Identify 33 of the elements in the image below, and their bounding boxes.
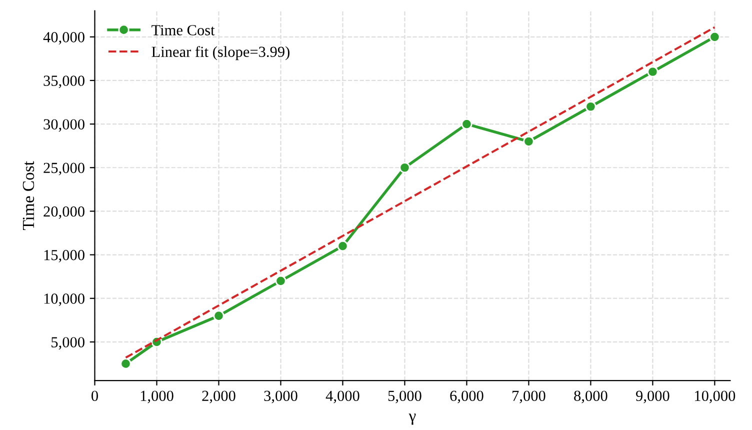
y-tick-label: 5,000 (52, 337, 84, 350)
x-tick-label: 10,000 (695, 390, 736, 404)
x-tick-label: 8,000 (574, 390, 608, 404)
x-axis-title: γ (408, 414, 416, 425)
y-tick-label: 20,000 (44, 206, 84, 219)
point (275, 275, 286, 286)
y-tick-label: 10,000 (44, 294, 84, 306)
point (647, 66, 658, 78)
x-tick-label: 9,000 (636, 390, 670, 404)
point (523, 136, 534, 148)
point (585, 101, 596, 112)
x-tick-label: 0 (92, 390, 98, 402)
legend-label: Time Cost (152, 25, 215, 36)
x-tick-label: 1,000 (140, 390, 174, 404)
y-tick-label: 15,000 (44, 250, 84, 262)
point (461, 118, 472, 130)
x-tick-label: 6,000 (450, 390, 484, 404)
x-tick-label: 5,000 (388, 390, 422, 404)
y-tick-label: 35,000 (44, 76, 84, 88)
x-tick-label: 2,000 (202, 390, 236, 404)
x-tick-label: 4,000 (326, 390, 360, 404)
y-tick-label: 40,000 (43, 32, 84, 45)
y-axis-title: Time Cost (22, 161, 34, 230)
point (709, 31, 720, 42)
point (399, 162, 410, 174)
point (120, 358, 132, 370)
y-tick-label: 30,000 (44, 119, 84, 132)
x-tick-label: 3,000 (264, 390, 298, 404)
point (213, 310, 224, 322)
y-tick-label: 25,000 (44, 162, 84, 176)
point (337, 240, 348, 252)
legend-label: Linear fit (slope=3.99) (152, 46, 290, 60)
x-tick-label: 7,000 (512, 390, 546, 404)
